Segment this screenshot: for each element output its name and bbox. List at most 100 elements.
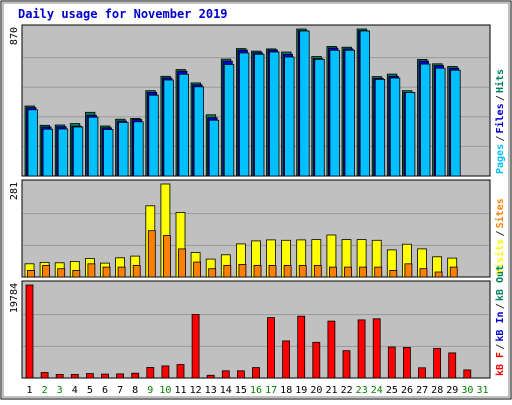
bar-sites-day-29 [449,266,458,278]
bar-kbytes-day-10 [161,365,170,379]
bar-pages-day-8 [133,121,144,177]
bar-kbytes-day-5 [86,373,94,379]
day-label-5: 5 [87,385,93,396]
bar-pages-day-7 [118,122,129,177]
bar-kbytes-day-6 [101,373,109,379]
bar-pages-day-20 [314,59,325,177]
bar-kbytes-day-13 [206,374,215,379]
bar-sites-day-27 [419,268,428,278]
day-label-30: 30 [461,385,473,396]
day-label-28: 28 [431,385,443,396]
bar-kbytes-day-12 [191,314,200,379]
bar-kbytes-day-16 [252,367,260,379]
panel-kbytes [21,280,491,379]
day-label-8: 8 [132,385,138,396]
bar-sites-day-8 [132,264,141,278]
bar-sites-day-17 [268,264,277,278]
bar-sites-day-4 [72,269,81,278]
day-label-19: 19 [295,385,307,396]
bar-sites-day-18 [283,264,292,278]
bar-kbytes-day-9 [146,366,155,379]
day-label-3: 3 [57,385,63,396]
legend-kb-out: kB Out [495,265,506,301]
legend-kb-in: kB In [495,311,506,341]
bar-pages-day-11 [178,73,189,177]
legend-pages: Pages [495,144,506,174]
bar-sites-day-5 [87,263,96,278]
day-label-1: 1 [26,385,32,396]
bar-pages-day-27 [420,63,431,177]
bar-sites-day-13 [208,268,217,278]
bar-kbytes-day-1 [25,284,34,379]
day-label-15: 15 [235,385,247,396]
bar-sites-day-16 [253,264,262,278]
bar-sites-day-23 [359,266,368,278]
max-label-kbytes: 19784 [9,283,20,313]
bar-kbytes-day-28 [433,348,442,379]
bar-kbytes-day-15 [236,370,245,379]
bar-kbytes-day-7 [116,373,124,379]
bar-pages-day-23 [359,30,371,177]
bar-sites-day-9 [147,230,156,278]
day-label-27: 27 [416,385,428,396]
bar-pages-day-13 [208,119,220,177]
day-label-7: 7 [117,385,123,396]
legend-separator: / [495,230,506,236]
day-label-25: 25 [386,385,398,396]
chart-title: Daily usage for November 2019 [18,7,228,21]
bar-pages-day-14 [223,64,235,177]
day-label-4: 4 [72,385,78,396]
legend-separator: / [495,344,506,350]
bar-kbytes-day-23 [357,319,366,379]
bar-sites-day-7 [117,266,126,278]
day-label-17: 17 [265,385,277,396]
bar-kbytes-day-11 [176,364,185,379]
bar-pages-day-6 [103,129,114,177]
bar-sites-day-11 [178,248,186,278]
day-label-23: 23 [356,385,368,396]
bar-sites-day-19 [298,264,307,278]
bar-sites-day-24 [374,266,383,278]
bar-sites-day-21 [328,266,337,278]
day-label-20: 20 [310,385,322,396]
bar-sites-day-25 [389,269,398,278]
day-label-12: 12 [190,385,202,396]
bar-pages-day-15 [238,52,250,177]
bar-pages-day-16 [254,53,265,177]
bar-pages-day-26 [404,92,416,177]
bar-kbytes-day-3 [55,373,64,379]
day-label-2: 2 [42,385,48,396]
bar-pages-day-21 [329,49,340,177]
bar-sites-day-1 [27,269,35,278]
day-label-18: 18 [280,385,292,396]
legend-separator: / [495,95,506,101]
bar-sites-day-14 [223,264,232,278]
bar-pages-day-19 [299,30,310,177]
day-label-9: 9 [147,385,153,396]
bar-pages-day-24 [374,79,386,177]
bar-kbytes-day-17 [267,317,275,379]
bar-sites-day-20 [313,264,322,278]
day-label-31: 31 [476,385,488,396]
day-label-16: 16 [250,385,262,396]
legend-separator: / [495,135,506,141]
bar-sites-day-3 [57,268,66,278]
legend-separator: / [495,303,506,309]
day-label-22: 22 [341,385,353,396]
day-label-29: 29 [446,385,458,396]
bar-kbytes-day-8 [131,372,140,379]
max-label-visits-sites: 281 [9,182,20,200]
max-label-hits-files-pages: 870 [9,27,20,45]
day-label-10: 10 [159,385,171,396]
bar-sites-day-2 [42,264,50,278]
bar-kbytes-day-27 [418,367,426,379]
bar-kbytes-day-2 [40,372,49,379]
bar-kbytes-day-14 [221,370,230,379]
bar-kbytes-day-20 [312,341,321,379]
bar-sites-day-10 [162,235,171,278]
bar-kbytes-day-18 [282,340,291,379]
bar-kbytes-day-29 [448,352,457,379]
day-label-14: 14 [220,385,232,396]
bar-kbytes-day-4 [70,373,79,379]
